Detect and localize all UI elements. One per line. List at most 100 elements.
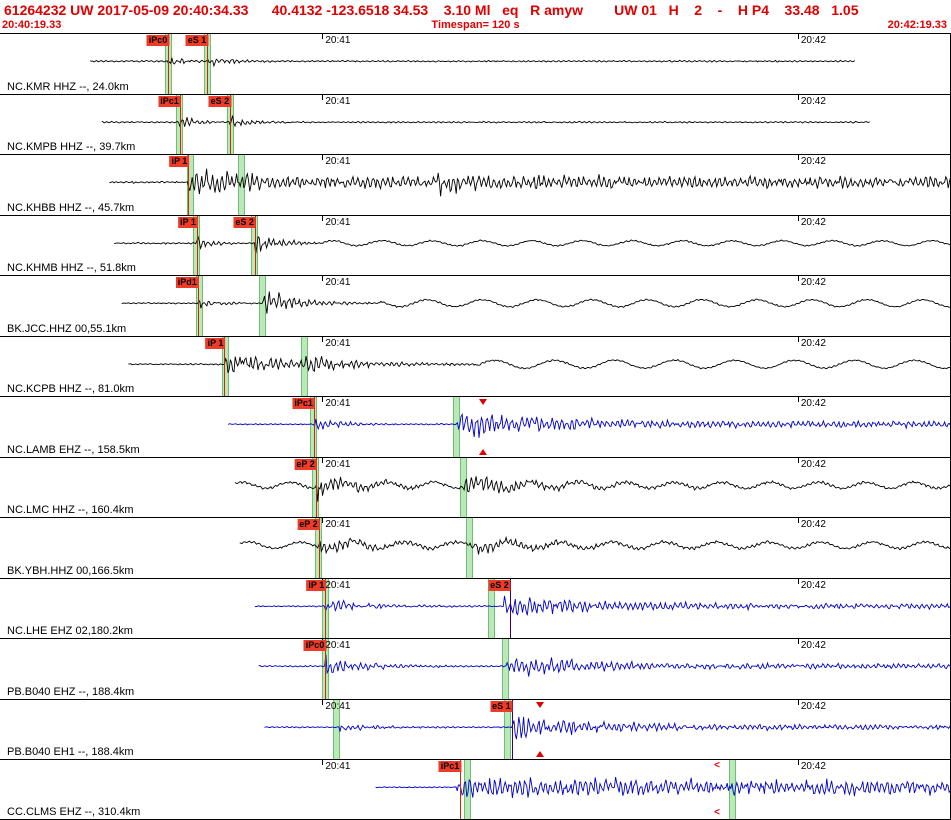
- time-label: 20:42: [800, 277, 826, 288]
- trace-panel-3[interactable]: 20:41 20:42 iP 1 NC.KHBB HHZ --, 45.7km: [0, 154, 950, 215]
- pick-flag[interactable]: iPd1: [175, 277, 199, 288]
- offscale-marker-bottom: [536, 751, 545, 757]
- pick-line[interactable]: [196, 215, 198, 275]
- waveform: [227, 413, 950, 438]
- trace-panel-10[interactable]: 20:41 20:42 iP 1 eS 2 NC.LHE EHZ 02,180.2km: [0, 577, 950, 638]
- pick-line[interactable]: [313, 397, 315, 457]
- pick-flag[interactable]: eS 1: [185, 35, 209, 46]
- pick-flag[interactable]: iP 1: [205, 337, 226, 349]
- pick-line[interactable]: [224, 336, 226, 396]
- time-label: 20:42: [800, 579, 826, 591]
- time-label: 20:41: [325, 700, 351, 712]
- time-label: 20:41: [325, 156, 351, 167]
- pick-line[interactable]: [207, 34, 209, 94]
- time-tick: [797, 518, 799, 523]
- time-tick: [797, 336, 799, 342]
- trace-panel-2[interactable]: 20:41 20:42 iPc1 eS 2 NC.KMPB HHZ --, 39.7km: [0, 93, 950, 154]
- clip-marker-bottom: <: [714, 806, 720, 818]
- pick-line[interactable]: [188, 155, 190, 215]
- time-label: 20:42: [800, 95, 826, 107]
- arrival-window-band: [196, 276, 204, 336]
- time-tick: [797, 155, 799, 160]
- pick-line[interactable]: [509, 578, 511, 638]
- station-label: NC.KHMB HHZ --, 51.8km: [7, 262, 136, 274]
- station-label: NC.LMC HHZ --, 160.4km: [7, 504, 134, 516]
- time-label: 20:41: [325, 579, 351, 591]
- station-label: PB.B040 EH1 --, 188.4km: [7, 746, 134, 758]
- trace-panel-1[interactable]: 20:41 20:42 iPc0 eS 1 NC.KMR HHZ --, 24.0km: [0, 33, 950, 94]
- station-label: BK.JCC.HHZ 00,55.1km: [7, 322, 127, 335]
- window-start-time: 20:40:19.33: [2, 19, 62, 31]
- time-label: 20:41: [325, 761, 351, 772]
- trace-panel-9[interactable]: 20:41 20:42 eP 2 BK.YBH.HHZ 00,166.5km: [0, 517, 950, 578]
- time-label: 20:41: [325, 216, 351, 228]
- time-label: 20:41: [325, 398, 351, 409]
- pick-flag[interactable]: iP 1: [177, 216, 198, 228]
- pick-flag[interactable]: eP 2: [297, 519, 320, 530]
- trace-panel-13[interactable]: 20:41 20:42 iPc1 < < CC.CLMS EHZ --, 310.4km: [0, 759, 950, 820]
- time-tick: [322, 94, 324, 100]
- time-window-bar: 20:40:19.33 Timespan= 120 s 20:42:19.33: [0, 19, 951, 33]
- time-tick: [797, 639, 799, 644]
- waveform: [109, 168, 950, 197]
- pick-line[interactable]: [318, 518, 320, 578]
- waveform: [128, 354, 950, 373]
- pick-flag[interactable]: eS 2: [208, 95, 232, 107]
- time-tick: [322, 518, 324, 523]
- pick-flag[interactable]: iPc0: [303, 640, 327, 651]
- pick-line[interactable]: [168, 34, 170, 94]
- pick-line[interactable]: [197, 276, 199, 336]
- pick-line[interactable]: [511, 699, 513, 759]
- pick-line[interactable]: [315, 457, 317, 517]
- time-tick: [797, 578, 799, 584]
- pick-line[interactable]: [325, 639, 327, 699]
- pick-line[interactable]: [179, 94, 181, 154]
- time-label: 20:41: [325, 640, 351, 651]
- time-label: 20:42: [800, 458, 826, 470]
- trace-panel-5[interactable]: 20:41 20:42 iPd1 BK.JCC.HHZ 00,55.1km: [0, 275, 950, 336]
- time-tick: [797, 94, 799, 100]
- time-label: 20:41: [325, 337, 351, 349]
- pick-flag[interactable]: eS 2: [488, 579, 511, 591]
- pick-flag[interactable]: iPc1: [438, 761, 462, 772]
- window-end-time: 20:42:19.33: [887, 19, 947, 31]
- time-tick: [797, 760, 799, 765]
- station-label: NC.LAMB EHZ --, 158.5km: [7, 443, 140, 456]
- time-label: 20:42: [800, 640, 826, 651]
- station-label: PB.B040 EHZ --, 188.4km: [7, 685, 135, 698]
- pick-line[interactable]: [230, 94, 232, 154]
- trace-panel-12[interactable]: 20:41 20:42 eS 1 PB.B040 EH1 --, 188.4km: [0, 698, 950, 759]
- station-label: NC.LHE EHZ 02,180.2km: [7, 625, 133, 637]
- time-tick: [797, 215, 799, 221]
- pick-line[interactable]: [460, 760, 462, 819]
- pick-flag[interactable]: eS 2: [233, 216, 256, 228]
- pick-flag[interactable]: iP 1: [169, 156, 190, 167]
- waveform: [239, 535, 950, 555]
- pick-line[interactable]: [254, 215, 256, 275]
- time-label: 20:41: [325, 458, 351, 470]
- time-label: 20:42: [800, 398, 826, 409]
- trace-panel-6[interactable]: 20:41 20:42 iP 1 NC.KCPB HHZ --, 81.0km: [0, 335, 950, 396]
- clip-marker-top: <: [714, 760, 720, 771]
- trace-panel-4[interactable]: 20:41 20:42 iP 1 eS 2 NC.KHMB HHZ --, 51.8km: [0, 214, 950, 275]
- pick-flag[interactable]: eP 2: [294, 458, 317, 470]
- time-tick: [797, 397, 799, 402]
- time-tick: [797, 276, 799, 281]
- time-label: 20:42: [800, 216, 826, 228]
- time-label: 20:42: [800, 156, 826, 167]
- pick-flag[interactable]: iPc1: [158, 95, 181, 107]
- trace-panel-7[interactable]: 20:41 20:42 iPc1 NC.LAMB EHZ --, 158.5km: [0, 396, 950, 457]
- trace-panel-11[interactable]: 20:41 20:42 iPc0 PB.B040 EHZ --, 188.4km: [0, 638, 950, 699]
- waveform: [114, 235, 950, 254]
- pick-flag[interactable]: iPc1: [292, 398, 315, 409]
- waveform: [101, 114, 870, 127]
- pick-flag[interactable]: iPc0: [146, 35, 170, 46]
- time-label: 20:41: [325, 35, 351, 46]
- trace-panel-8[interactable]: 20:41 20:42 eP 2 NC.LMC HHZ --, 160.4km: [0, 456, 950, 517]
- station-label: NC.KMPB HHZ --, 39.7km: [7, 141, 136, 153]
- pick-flag[interactable]: iP 1: [306, 579, 327, 591]
- pick-flag[interactable]: eS 1: [490, 700, 513, 712]
- time-tick: [322, 699, 324, 705]
- pick-line[interactable]: [325, 578, 327, 638]
- waveform: [90, 57, 856, 68]
